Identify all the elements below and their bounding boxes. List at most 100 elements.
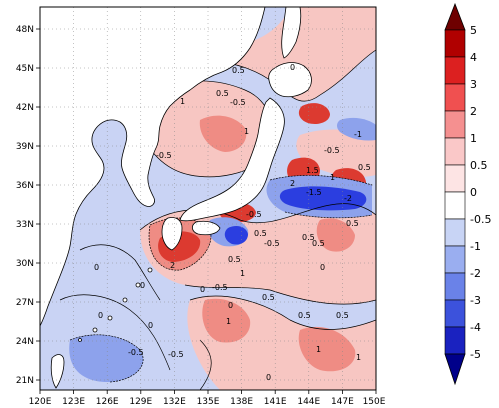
- positive-mid-2: [202, 298, 251, 343]
- colorbar-segment: [444, 83, 466, 112]
- contour-label: 0.5: [346, 219, 359, 228]
- colorbar-segment: [444, 191, 466, 220]
- contour-label: 0.5: [302, 233, 315, 242]
- colorbar-label: -5: [470, 348, 481, 361]
- contour-label: -0.5: [230, 98, 246, 107]
- contour-label: 0.5: [358, 163, 371, 172]
- kyushu: [161, 217, 183, 251]
- lon-tick-label: 150E: [363, 397, 386, 407]
- positive-strong-east-3: [298, 103, 330, 124]
- contour-label: -1: [354, 130, 362, 139]
- lon-tick-label: 126E: [96, 397, 119, 407]
- colorbar-label: 0.5: [470, 159, 488, 172]
- lon-tick-label: 132E: [163, 397, 186, 407]
- lat-tick-label: 36N: [16, 181, 34, 191]
- negative-strong-2: [224, 226, 248, 245]
- colorbar-segment: [444, 110, 466, 139]
- x-axis: 120E 123E 126E 129E 132E 135E 138E 141E …: [29, 390, 386, 407]
- lon-tick-label: 141E: [264, 397, 287, 407]
- contour-label: 0.5: [262, 293, 275, 302]
- lon-tick-label: 120E: [29, 397, 52, 407]
- contour-label: 0: [320, 263, 325, 272]
- positive-mid-5: [316, 218, 355, 252]
- colorbar-label: 5: [470, 24, 477, 37]
- colorbar-label: 1: [470, 132, 477, 145]
- anomaly-field: [40, 7, 376, 390]
- colorbar-label: -1: [470, 240, 481, 253]
- lat-tick-label: 30N: [16, 259, 34, 269]
- lon-tick-label: 129E: [129, 397, 152, 407]
- contour-label: -0.5: [324, 146, 340, 155]
- negative-mid-4: [337, 117, 376, 141]
- lat-tick-label: 42N: [16, 103, 34, 113]
- contour-label: 1: [180, 97, 185, 106]
- contour-label: 2: [170, 261, 175, 270]
- contour-label-group: 0.5 -0.5 1 0 -1 2 -1.5 1.5 -2 -0.5 0.5 1…: [94, 63, 371, 382]
- colorbar-label: -3: [470, 294, 481, 307]
- colorbar-label: 3: [470, 78, 477, 91]
- colorbar-label: -2: [470, 267, 481, 280]
- colorbar-segment: [444, 137, 466, 166]
- lat-tick-label: 21N: [16, 376, 34, 386]
- lat-tick-label: 48N: [16, 25, 34, 35]
- y-axis: 21N 24N 27N 30N 33N 36N 39N 42N 45N 48N: [16, 25, 40, 386]
- colorbar-label: 4: [470, 51, 477, 64]
- lon-tick-label: 147E: [331, 397, 354, 407]
- contour-label: 0: [290, 63, 295, 72]
- contour-label: 1: [240, 269, 245, 278]
- contour-label: 0: [140, 281, 145, 290]
- positive-mid-3: [298, 326, 356, 372]
- colorbar-top-arrow: [444, 2, 466, 31]
- negative-strong-1: [279, 186, 367, 211]
- contour-label: 0: [200, 285, 205, 294]
- lon-tick-label: 144E: [297, 397, 320, 407]
- honshu: [179, 97, 285, 222]
- map-panel: 0.5 -0.5 1 0 -1 2 -1.5 1.5 -2 -0.5 0.5 1…: [16, 6, 386, 407]
- colorbar-label: -0.5: [470, 213, 491, 226]
- colorbar-segment: [444, 218, 466, 247]
- contour-label: -1.5: [306, 188, 322, 197]
- colorbar-segment: [444, 326, 466, 355]
- contour-label: 0: [98, 311, 103, 320]
- lat-tick-label: 33N: [16, 220, 34, 230]
- colorbar-bottom-arrow: [444, 353, 466, 386]
- contour-label: 0: [94, 263, 99, 272]
- contour-label: 0.5: [216, 89, 229, 98]
- contour-label: 0.5: [228, 255, 241, 264]
- contour-label: 1: [244, 127, 249, 136]
- contour-label: 1.5: [306, 166, 319, 175]
- sakhalin: [281, 7, 302, 59]
- lat-tick-label: 24N: [16, 337, 34, 347]
- contour-label: -0.5: [128, 348, 144, 357]
- contour-label: -0.5: [264, 239, 280, 248]
- contour-label: 0: [266, 373, 271, 382]
- negative-mid-3: [69, 334, 144, 383]
- lon-tick-label: 135E: [197, 397, 220, 407]
- colorbar-segment: [444, 272, 466, 301]
- colorbar-label: 0: [470, 186, 477, 199]
- lat-tick-label: 39N: [16, 142, 34, 152]
- colorbar-segment: [444, 164, 466, 193]
- colorbar-label: 2: [470, 105, 477, 118]
- contour-label: 0: [228, 301, 233, 310]
- hokkaido: [268, 62, 312, 98]
- shikoku: [192, 220, 221, 236]
- colorbar-segment: [444, 29, 466, 58]
- colorbar-segment: [444, 245, 466, 274]
- colorbar-label: -4: [470, 321, 481, 334]
- contour-label: -0.5: [212, 283, 228, 292]
- contour-label: 1: [330, 173, 335, 182]
- positive-mid-4: [199, 115, 247, 152]
- gridlines: [40, 7, 376, 390]
- contour-label: 2: [290, 179, 295, 188]
- lon-tick-label: 123E: [62, 397, 85, 407]
- contour-label: 1: [316, 345, 321, 354]
- asia-mainland: [40, 7, 266, 327]
- contour-label: -0.5: [246, 210, 262, 219]
- lon-tick-label: 138E: [230, 397, 253, 407]
- contour-label: 1: [226, 317, 231, 326]
- contour-label: 0.5: [254, 229, 267, 238]
- contour-label: -0.5: [168, 350, 184, 359]
- contour-label: 0: [148, 321, 153, 330]
